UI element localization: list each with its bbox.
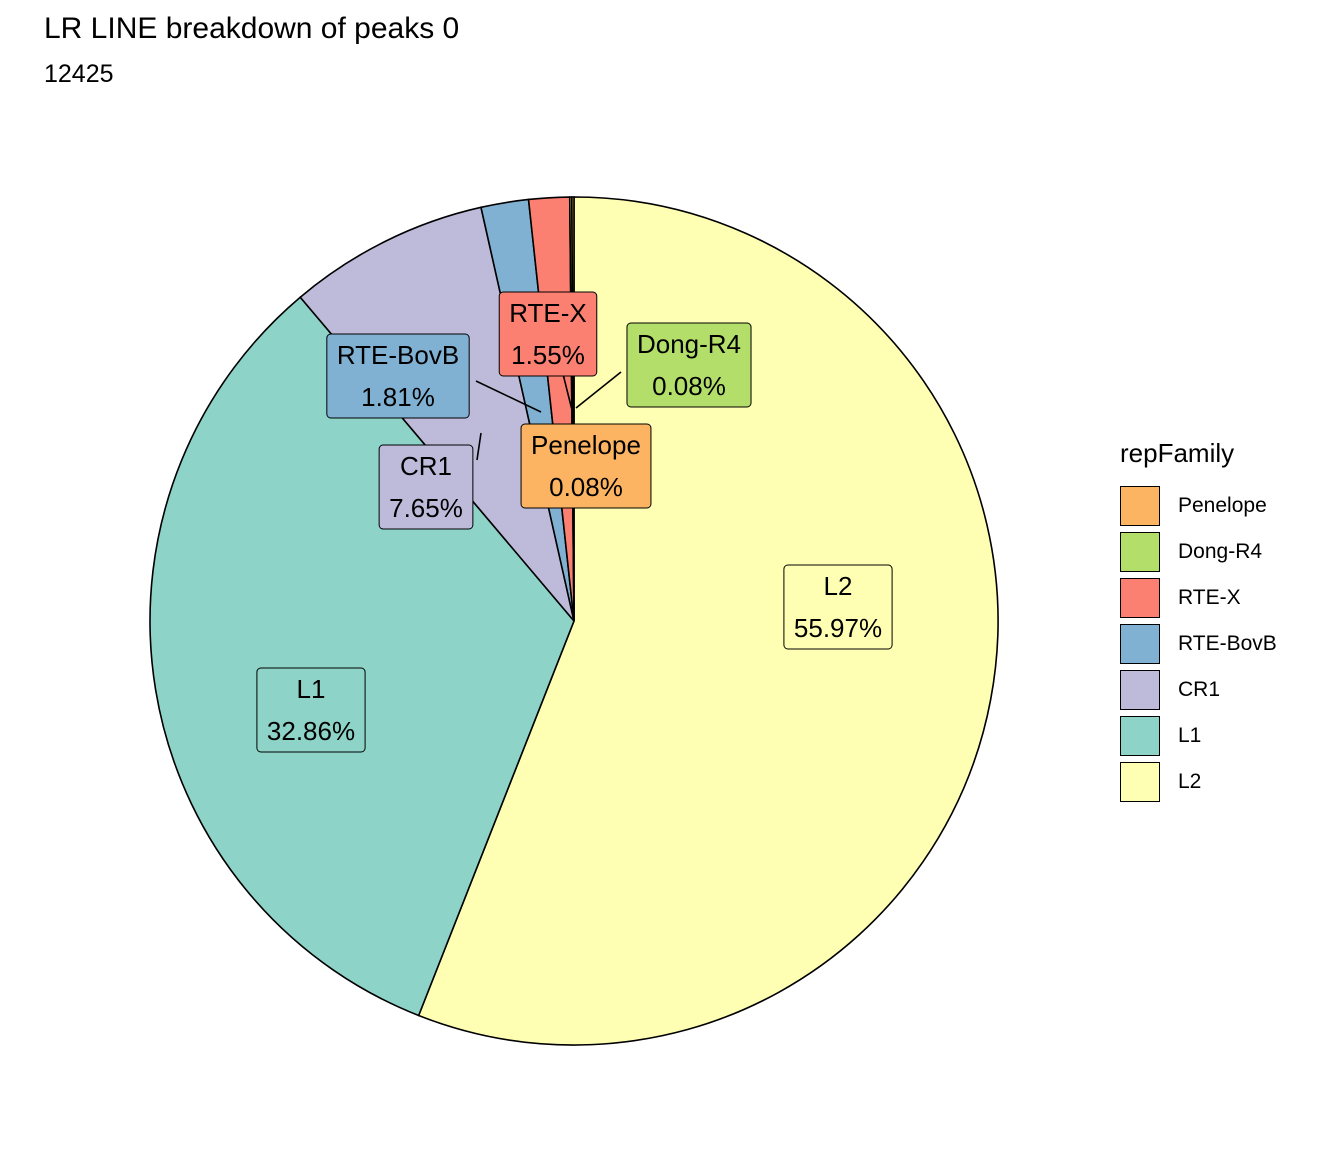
leader-line-rte-x <box>562 373 573 411</box>
leader-line-cr1 <box>476 432 482 461</box>
slice-label-percent: 0.08% <box>549 472 623 502</box>
label-leader-lines <box>475 371 622 461</box>
slice-label-box <box>520 423 652 509</box>
slice-labels: L255.97%L132.86%CR17.65%RTE-BovB1.81%RTE… <box>256 291 893 753</box>
slice-label-penelope: Penelope 0.08% <box>520 423 652 509</box>
legend-key-swatch <box>1120 670 1160 710</box>
legend-label: Penelope <box>1178 494 1267 517</box>
slice-label-percent: 55.97% <box>794 613 882 643</box>
slice-label-box <box>783 564 893 650</box>
pie-slices <box>149 196 999 1046</box>
legend-label: CR1 <box>1178 678 1221 701</box>
legend-item-penelope: Penelope <box>1120 483 1277 529</box>
legend-key-swatch <box>1120 578 1160 618</box>
legend-key-swatch <box>1120 762 1160 802</box>
legend-key-swatch <box>1120 716 1160 756</box>
slice-label-box <box>326 333 470 419</box>
slice-label-name: RTE-BovB <box>337 340 459 370</box>
slice-label-rte-x: RTE-X 1.55% <box>498 291 598 377</box>
slice-label-name: Penelope <box>531 430 641 460</box>
legend-item-rte-bovb: RTE-BovB <box>1120 621 1277 667</box>
chart-title: LR LINE breakdown of peaks 0 <box>44 12 460 45</box>
slice-label-name: Dong-R4 <box>637 329 741 359</box>
legend-key-swatch <box>1120 624 1160 664</box>
chart-subtitle: 12425 <box>44 60 114 88</box>
leader-line-dong-r4 <box>575 371 622 409</box>
legend-label: L1 <box>1178 724 1202 747</box>
slice-label-box <box>378 444 474 530</box>
slice-label-rte-bovb: RTE-BovB 1.81% <box>326 333 470 419</box>
slice-label-l2: L2 55.97% <box>783 564 893 650</box>
slice-label-percent: 0.08% <box>652 371 726 401</box>
slice-label-name: RTE-X <box>509 298 587 328</box>
slice-label-percent: 32.86% <box>267 716 355 746</box>
pie-slice-l1 <box>149 296 575 1017</box>
slice-label-name: L1 <box>297 674 326 704</box>
slice-label-box <box>256 667 366 753</box>
legend-items: Penelope Dong-R4 RTE-X RTE-BovB CR1 L1 L2 <box>1120 483 1277 805</box>
legend-label: RTE-BovB <box>1178 632 1277 655</box>
legend-key-swatch <box>1120 486 1160 526</box>
legend-item-dong-r4: Dong-R4 <box>1120 529 1277 575</box>
legend-item-cr1: CR1 <box>1120 667 1277 713</box>
legend-title: repFamily <box>1120 438 1235 468</box>
legend: repFamily Penelope Dong-R4 RTE-X RTE-BovB CR… <box>1120 438 1277 805</box>
slice-label-l1: L1 32.86% <box>256 667 366 753</box>
slice-label-percent: 1.81% <box>361 382 435 412</box>
legend-item-l1: L1 <box>1120 713 1277 759</box>
legend-label: RTE-X <box>1178 586 1241 609</box>
slice-label-box <box>626 322 752 408</box>
slice-label-percent: 7.65% <box>389 493 463 523</box>
slice-label-name: CR1 <box>400 451 452 481</box>
slice-label-cr1: CR1 7.65% <box>378 444 474 530</box>
legend-item-rte-x: RTE-X <box>1120 575 1277 621</box>
legend-label: Dong-R4 <box>1178 540 1263 563</box>
slice-label-box <box>498 291 598 377</box>
legend-item-l2: L2 <box>1120 759 1277 805</box>
slice-label-name: L2 <box>824 571 853 601</box>
slice-label-dong-r4: Dong-R4 0.08% <box>626 322 752 408</box>
pie-slice-l2 <box>417 196 999 1046</box>
legend-label: L2 <box>1178 770 1202 793</box>
leader-line-rte-bovb <box>475 380 542 413</box>
legend-key-swatch <box>1120 532 1160 572</box>
slice-label-percent: 1.55% <box>511 340 585 370</box>
